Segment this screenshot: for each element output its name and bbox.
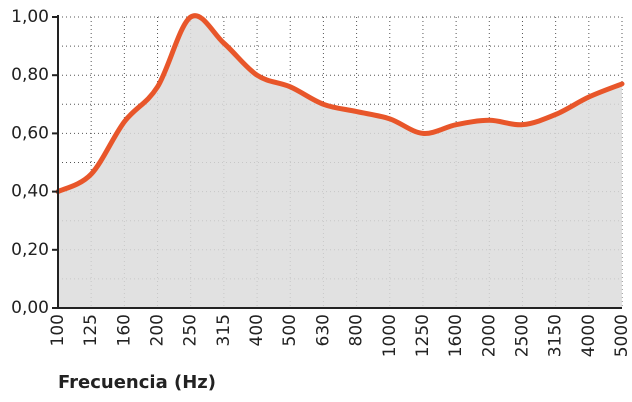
x-tick-label: 125 [81, 314, 101, 346]
x-tick-label: 100 [48, 314, 68, 346]
x-tick-label: 4000 [579, 314, 599, 357]
x-tick-label: 630 [313, 314, 333, 346]
x-tick-label: 1600 [446, 314, 466, 357]
x-tick-label: 500 [280, 314, 300, 346]
x-tick-label: 400 [247, 314, 267, 346]
area [58, 15, 622, 308]
y-tick-label: 0,20 [11, 240, 49, 260]
x-tick-label: 200 [148, 314, 168, 346]
x-tick-label: 315 [214, 314, 234, 346]
x-tick-label: 1000 [380, 314, 400, 357]
y-tick-label: 1,00 [11, 7, 49, 27]
y-tick-label: 0,80 [11, 65, 49, 85]
x-axis-title: Frecuencia (Hz) [58, 372, 216, 393]
x-tick-label: 2000 [479, 314, 499, 357]
x-tick-label: 2500 [512, 314, 532, 357]
x-tick-label: 3150 [546, 314, 566, 357]
x-tick-label: 250 [181, 314, 201, 346]
y-tick-label: 0,40 [11, 182, 49, 202]
y-tick-label: 0,00 [11, 298, 49, 318]
y-tick-label: 0,60 [11, 123, 49, 143]
x-tick-label: 1250 [413, 314, 433, 357]
x-tick-label: 800 [347, 314, 367, 346]
x-tick-label: 5000 [612, 314, 632, 357]
x-tick-label: 160 [114, 314, 134, 346]
line [55, 13, 625, 195]
